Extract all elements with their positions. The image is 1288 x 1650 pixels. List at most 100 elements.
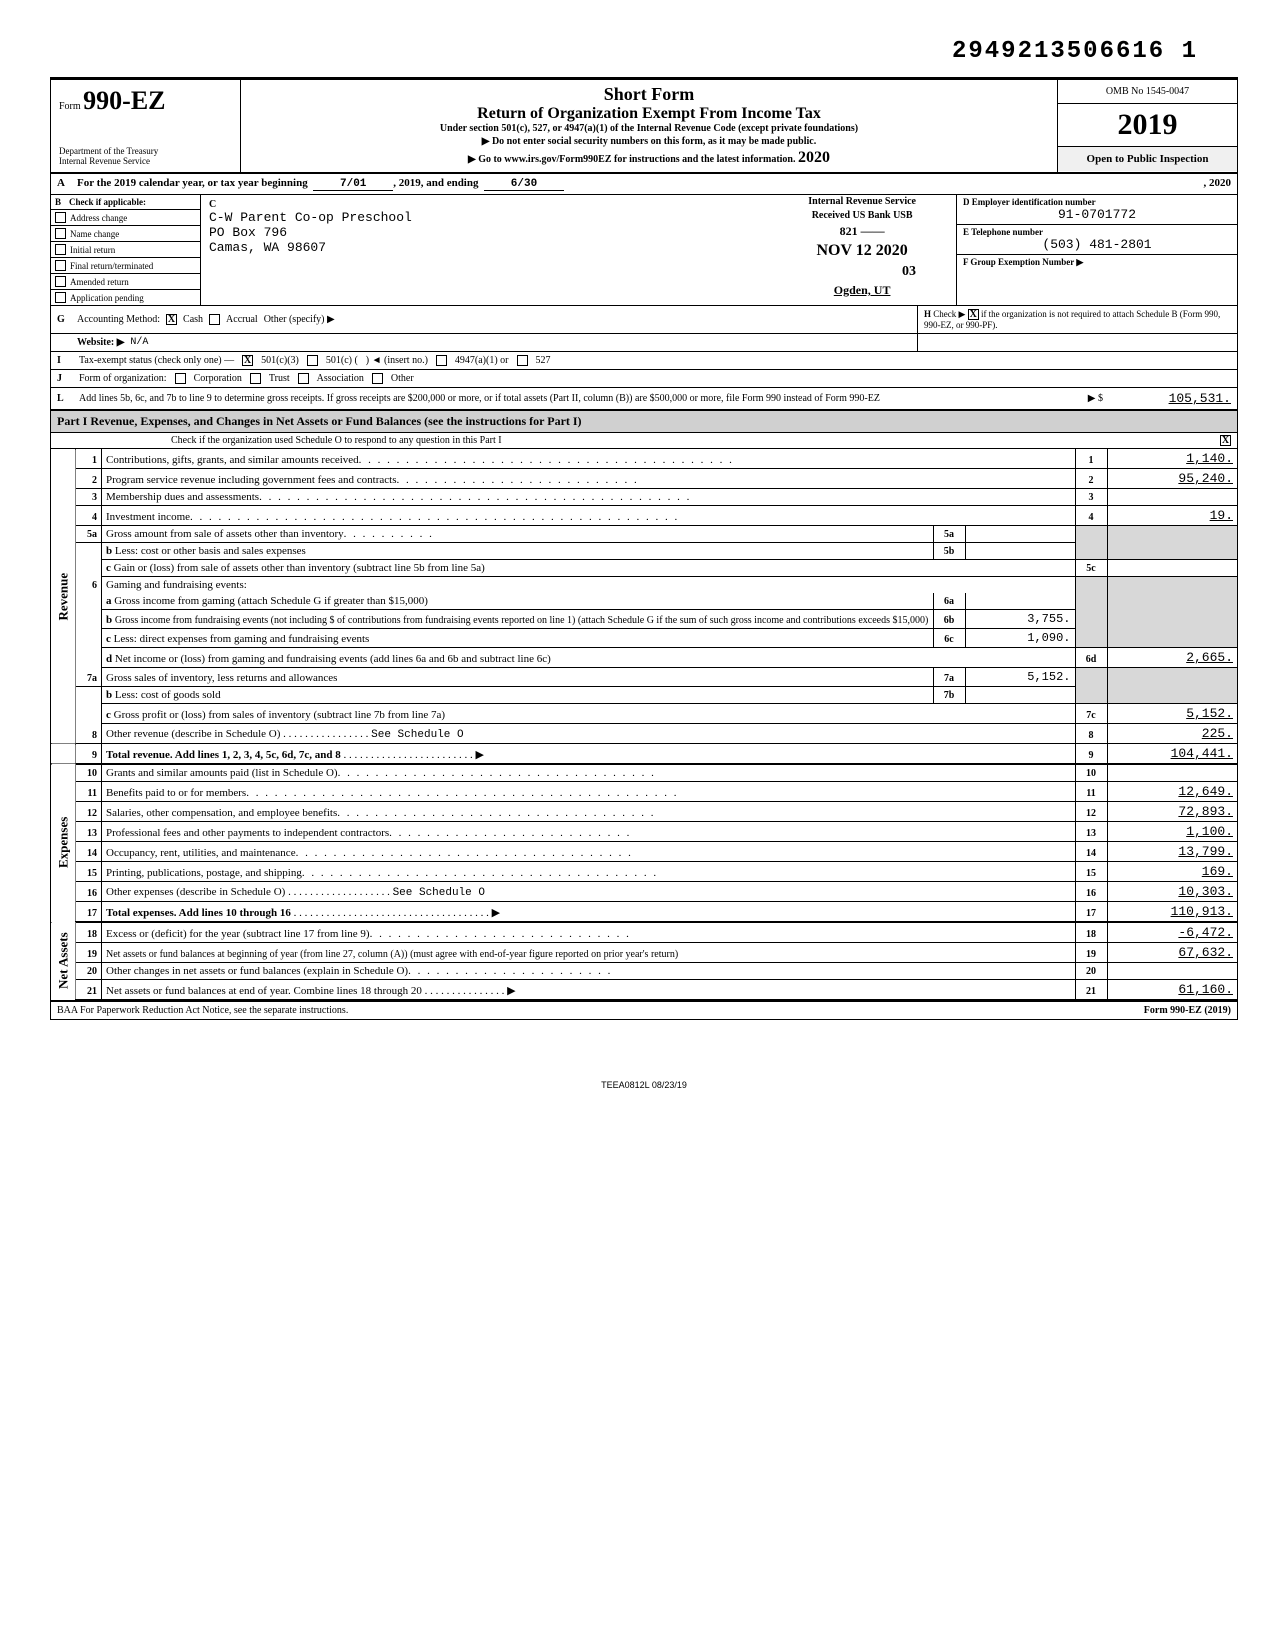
line-7b-mv	[965, 687, 1075, 704]
line-6b-num: b	[106, 614, 112, 626]
chk-initial-return[interactable]	[55, 244, 66, 255]
line-4-desc: Investment income	[106, 511, 190, 523]
line-4-num: 4	[76, 506, 102, 526]
line-20-rn: 20	[1075, 963, 1107, 980]
begin-date[interactable]: 7/01	[313, 178, 393, 191]
line-6d-rn: 6d	[1075, 648, 1107, 668]
line-11-val: 12,649.	[1107, 782, 1237, 802]
line-16-val: 10,303.	[1107, 882, 1237, 902]
line-15-desc: Printing, publications, postage, and shi…	[106, 867, 302, 879]
chk-final-return[interactable]	[55, 260, 66, 271]
lbl-corporation: Corporation	[194, 373, 242, 384]
line-3-desc: Membership dues and assessments	[106, 491, 259, 503]
col-b: BCheck if applicable: Address change Nam…	[51, 195, 201, 305]
line-21-desc: Net assets or fund balances at end of ye…	[106, 985, 422, 997]
label-l: L	[57, 393, 71, 404]
footer-left: BAA For Paperwork Reduction Act Notice, …	[57, 1005, 348, 1016]
chk-corporation[interactable]	[175, 373, 186, 384]
website-label: Website: ▶	[77, 337, 124, 348]
line-16-num: 16	[76, 882, 102, 902]
line-18-rn: 18	[1075, 922, 1107, 943]
chk-527[interactable]	[517, 355, 528, 366]
line-2-rn: 2	[1075, 469, 1107, 489]
lbl-name-change: Name change	[70, 229, 119, 239]
label-h: H	[924, 309, 931, 319]
form-number: 990-EZ	[83, 86, 165, 115]
chk-name-change[interactable]	[55, 228, 66, 239]
line-8-extra: See Schedule O	[371, 729, 463, 741]
row-website: Website: ▶ N/A	[51, 334, 1237, 352]
line-4-rn: 4	[1075, 506, 1107, 526]
line-6a-num: a	[106, 595, 112, 607]
line-2-val: 95,240.	[1107, 469, 1237, 489]
line-14-rn: 14	[1075, 842, 1107, 862]
check-if-applicable: Check if applicable:	[69, 197, 146, 207]
chk-schedule-b[interactable]: X	[968, 309, 979, 320]
line-12-num: 12	[76, 802, 102, 822]
footer-right: Form 990-EZ (2019)	[1144, 1005, 1231, 1016]
line-6c-mv: 1,090.	[965, 629, 1075, 648]
line-14-desc: Occupancy, rent, utilities, and maintena…	[106, 847, 296, 859]
ein-label: D Employer identification number	[963, 197, 1231, 207]
goto-notice: ▶ Go to www.irs.gov/Form990EZ for instru…	[247, 149, 1051, 167]
chk-amended[interactable]	[55, 276, 66, 287]
line-11-rn: 11	[1075, 782, 1107, 802]
lbl-other: Other (specify) ▶	[264, 314, 335, 325]
line-18-num: 18	[76, 922, 102, 943]
chk-4947[interactable]	[436, 355, 447, 366]
line-7b-desc: Less: cost of goods sold	[115, 689, 221, 701]
line-17-arrow: ▶	[492, 907, 500, 919]
footer-row: BAA For Paperwork Reduction Act Notice, …	[51, 1001, 1237, 1019]
lbl-insert: ) ◄ (insert no.)	[366, 355, 428, 366]
group-exemption-label: F Group Exemption Number ▶	[963, 257, 1231, 268]
line-7a-mn: 7a	[933, 668, 965, 687]
chk-501c3[interactable]: X	[242, 355, 253, 366]
line-6b-mv: 3,755.	[965, 610, 1075, 629]
col-def: D Employer identification number91-07017…	[957, 195, 1237, 305]
lbl-527: 527	[536, 355, 551, 366]
line-9-rn: 9	[1075, 744, 1107, 765]
phone-value: (503) 481-2801	[963, 237, 1231, 252]
line-9-arrow: ▶	[475, 749, 483, 761]
chk-cash[interactable]: X	[166, 314, 177, 325]
line-6c-mn: 6c	[933, 629, 965, 648]
stamp-l2: Received US Bank USB	[808, 209, 916, 223]
line-19-num: 19	[76, 943, 102, 963]
line-5c-val	[1107, 560, 1237, 577]
main-table: Revenue 1 Contributions, gifts, grants, …	[51, 449, 1237, 1001]
row-i: I Tax-exempt status (check only one) — X…	[51, 352, 1237, 370]
line-11-num: 11	[76, 782, 102, 802]
chk-trust[interactable]	[250, 373, 261, 384]
line-9-num: 9	[76, 744, 102, 765]
line-5b-desc: Less: cost or other basis and sales expe…	[115, 545, 306, 557]
line-19-desc: Net assets or fund balances at beginning…	[106, 949, 678, 960]
arrow-dollar: ▶ $	[1088, 393, 1103, 404]
chk-accrual[interactable]	[209, 314, 220, 325]
line-12-desc: Salaries, other compensation, and employ…	[106, 807, 337, 819]
label-i: I	[57, 355, 71, 366]
part-1-sub-text: Check if the organization used Schedule …	[171, 435, 502, 446]
lbl-trust: Trust	[269, 373, 290, 384]
phone-label: E Telephone number	[963, 227, 1231, 237]
line-6c-desc: Less: direct expenses from gaming and fu…	[114, 633, 370, 645]
end-date[interactable]: 6/30	[484, 178, 564, 191]
chk-address-change[interactable]	[55, 212, 66, 223]
line-6d-num: d	[106, 653, 112, 665]
line-2-desc: Program service revenue including govern…	[106, 474, 396, 486]
line-19-val: 67,632.	[1107, 943, 1237, 963]
line-a: A For the 2019 calendar year, or tax yea…	[51, 174, 1237, 195]
chk-schedule-o-part1[interactable]: X	[1220, 435, 1231, 446]
chk-other-org[interactable]	[372, 373, 383, 384]
document-number: 2949213506616 1	[50, 30, 1238, 77]
stamp-l4: NOV 12 2020	[808, 240, 916, 262]
line-8-rn: 8	[1075, 724, 1107, 744]
line-5c-rn: 5c	[1075, 560, 1107, 577]
line-13-desc: Professional fees and other payments to …	[106, 827, 389, 839]
chk-application-pending[interactable]	[55, 292, 66, 303]
chk-association[interactable]	[298, 373, 309, 384]
chk-501c[interactable]	[307, 355, 318, 366]
line-1-val: 1,140.	[1107, 449, 1237, 469]
line-1-num: 1	[76, 449, 102, 469]
omb-number: OMB No 1545-0047	[1058, 80, 1237, 104]
line-12-rn: 12	[1075, 802, 1107, 822]
